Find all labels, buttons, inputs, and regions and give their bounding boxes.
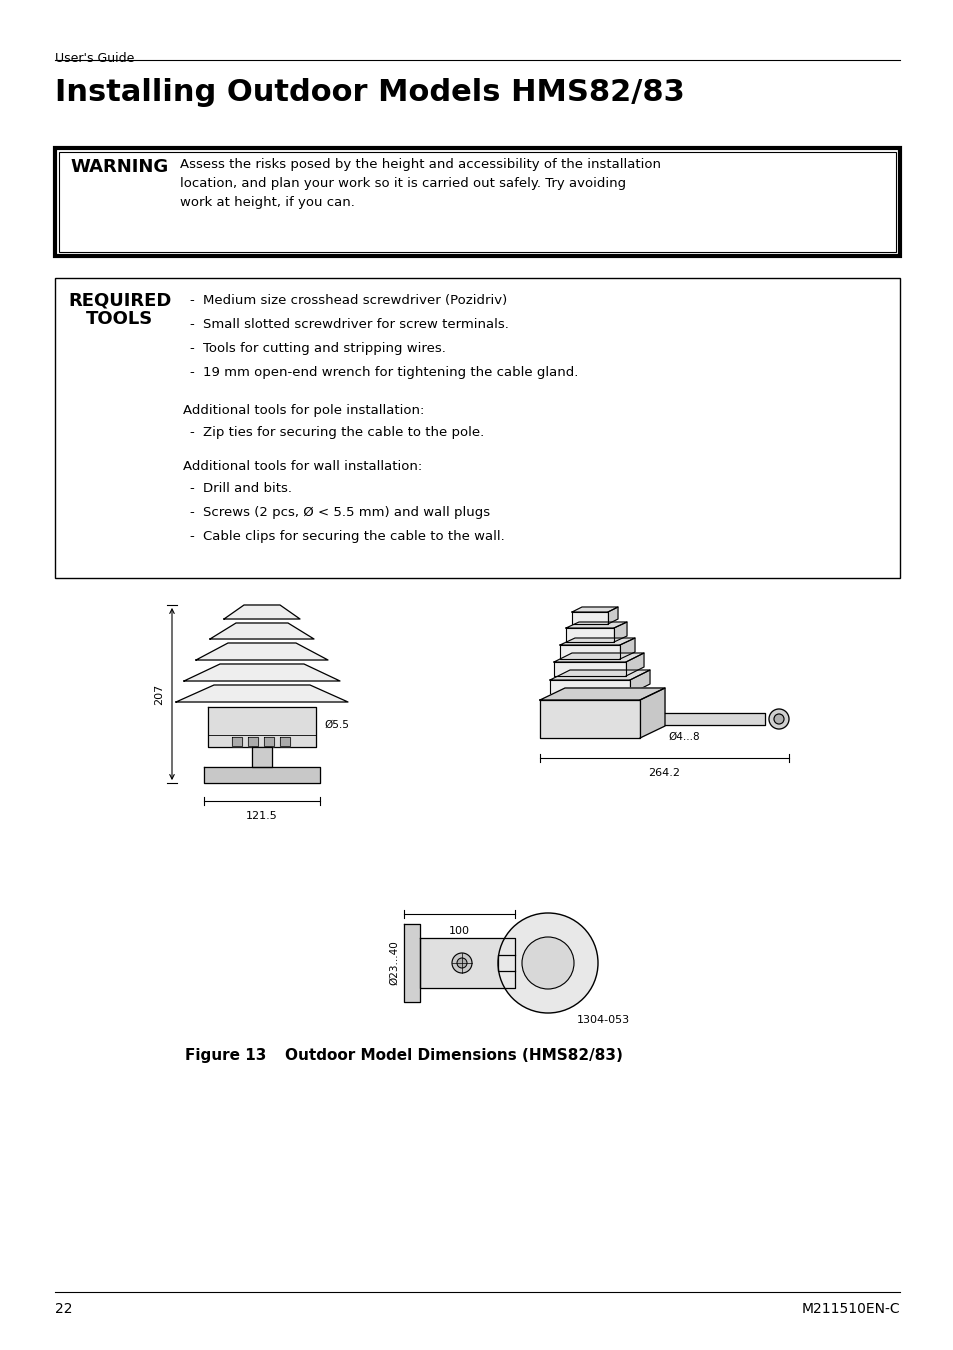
FancyBboxPatch shape (55, 148, 899, 256)
Text: M211510EN-C: M211510EN-C (801, 1301, 899, 1316)
Circle shape (497, 913, 598, 1012)
Text: Cable clips for securing the cable to the wall.: Cable clips for securing the cable to th… (203, 531, 504, 543)
Text: Ø4...8: Ø4...8 (667, 732, 699, 742)
Polygon shape (572, 608, 618, 612)
Polygon shape (252, 747, 272, 767)
Text: 264.2: 264.2 (648, 768, 679, 778)
Polygon shape (224, 605, 299, 620)
Circle shape (452, 953, 472, 973)
Polygon shape (539, 688, 664, 701)
Text: Figure 13: Figure 13 (185, 1048, 266, 1062)
Polygon shape (565, 628, 614, 643)
Polygon shape (232, 737, 242, 747)
Text: 100: 100 (448, 926, 469, 936)
Text: -: - (189, 366, 193, 379)
Text: Tools for cutting and stripping wires.: Tools for cutting and stripping wires. (203, 342, 445, 355)
Polygon shape (565, 622, 626, 628)
Text: Assess the risks posed by the height and accessibility of the installation
locat: Assess the risks posed by the height and… (180, 158, 660, 209)
Text: -: - (189, 427, 193, 439)
Text: 19 mm open-end wrench for tightening the cable gland.: 19 mm open-end wrench for tightening the… (203, 366, 578, 379)
Circle shape (521, 937, 574, 990)
Text: 1304-053: 1304-053 (577, 1015, 629, 1025)
Text: -: - (189, 342, 193, 355)
Text: Small slotted screwdriver for screw terminals.: Small slotted screwdriver for screw term… (203, 319, 508, 331)
Polygon shape (664, 713, 764, 725)
Text: -: - (189, 506, 193, 518)
Polygon shape (572, 612, 607, 624)
Text: Ø5.5: Ø5.5 (324, 720, 349, 730)
Polygon shape (419, 938, 515, 988)
Text: Outdoor Model Dimensions (HMS82/83): Outdoor Model Dimensions (HMS82/83) (285, 1048, 622, 1062)
FancyBboxPatch shape (59, 153, 895, 252)
Polygon shape (208, 707, 315, 747)
Text: WARNING: WARNING (70, 158, 168, 176)
Polygon shape (614, 622, 626, 643)
Text: 121.5: 121.5 (246, 811, 277, 821)
Text: Installing Outdoor Models HMS82/83: Installing Outdoor Models HMS82/83 (55, 78, 684, 107)
Polygon shape (629, 670, 649, 694)
Polygon shape (550, 680, 629, 694)
Polygon shape (559, 639, 635, 645)
Text: Drill and bits.: Drill and bits. (203, 482, 292, 495)
Text: Zip ties for securing the cable to the pole.: Zip ties for securing the cable to the p… (203, 427, 484, 439)
Polygon shape (210, 622, 314, 639)
Polygon shape (559, 645, 619, 659)
Text: REQUIRED: REQUIRED (69, 292, 172, 311)
Polygon shape (625, 653, 643, 676)
Polygon shape (195, 643, 328, 660)
Circle shape (768, 709, 788, 729)
Circle shape (456, 958, 467, 968)
Text: Additional tools for pole installation:: Additional tools for pole installation: (183, 404, 424, 417)
Polygon shape (497, 954, 515, 971)
Text: TOOLS: TOOLS (87, 310, 153, 328)
Polygon shape (264, 737, 274, 747)
Text: -: - (189, 482, 193, 495)
Polygon shape (248, 737, 257, 747)
Polygon shape (175, 684, 348, 702)
Polygon shape (619, 639, 635, 659)
Circle shape (773, 714, 783, 724)
Polygon shape (280, 737, 290, 747)
Polygon shape (607, 608, 618, 624)
Text: 207: 207 (153, 683, 164, 705)
Text: Additional tools for wall installation:: Additional tools for wall installation: (183, 460, 422, 472)
Polygon shape (184, 664, 339, 680)
Text: -: - (189, 319, 193, 331)
Text: Screws (2 pcs, Ø < 5.5 mm) and wall plugs: Screws (2 pcs, Ø < 5.5 mm) and wall plug… (203, 506, 490, 518)
Text: Medium size crosshead screwdriver (Pozidriv): Medium size crosshead screwdriver (Pozid… (203, 294, 507, 306)
Text: -: - (189, 294, 193, 306)
Text: Ø23...40: Ø23...40 (389, 941, 398, 986)
Text: 22: 22 (55, 1301, 72, 1316)
Text: User's Guide: User's Guide (55, 53, 134, 65)
Polygon shape (403, 923, 419, 1002)
Polygon shape (554, 662, 625, 676)
Polygon shape (550, 670, 649, 680)
Polygon shape (554, 653, 643, 662)
Polygon shape (639, 688, 664, 738)
FancyBboxPatch shape (55, 278, 899, 578)
Text: -: - (189, 531, 193, 543)
Polygon shape (539, 701, 639, 738)
Polygon shape (204, 767, 319, 783)
